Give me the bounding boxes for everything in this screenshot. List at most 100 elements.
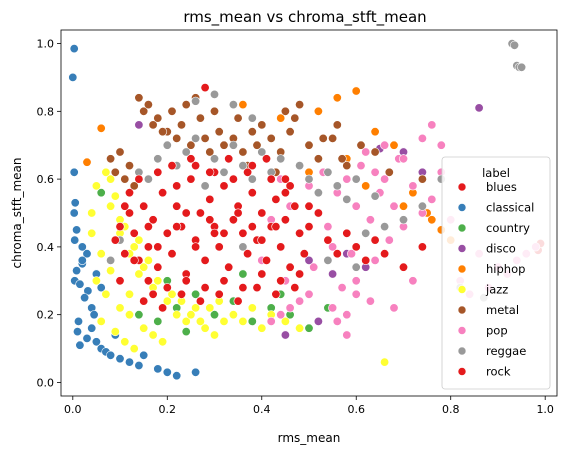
legend-frame — [441, 156, 551, 390]
data-point-rock — [224, 154, 234, 164]
data-point-reggae — [162, 140, 172, 150]
x-tick-label: 0.6 — [347, 403, 365, 416]
data-point-pop — [342, 310, 352, 320]
data-point-rock — [276, 242, 286, 252]
data-point-jazz — [96, 316, 106, 326]
data-point-classical — [125, 357, 135, 367]
data-point-pop — [309, 262, 319, 272]
data-point-metal — [219, 140, 229, 150]
data-point-rock — [370, 235, 380, 245]
data-point-reggae — [238, 242, 248, 252]
data-point-hiphop — [389, 140, 399, 150]
data-point-classical — [191, 367, 201, 377]
data-point-metal — [134, 93, 144, 103]
data-point-metal — [252, 140, 262, 150]
data-point-reggae — [191, 133, 201, 143]
y-axis: 0.0 0.2 0.4 0.6 0.8 1.0 — [37, 38, 61, 389]
data-point-jazz — [158, 337, 168, 347]
data-point-pop — [408, 181, 418, 191]
y-tick-label: 0.4 — [37, 241, 55, 254]
data-point-classical — [77, 242, 87, 252]
data-point-reggae — [210, 154, 220, 164]
legend-label-rock: rock — [486, 365, 511, 379]
legend-label-classical: classical — [486, 201, 534, 215]
data-point-rock — [172, 201, 182, 211]
x-axis-label: rms_mean — [278, 431, 341, 445]
data-point-disco — [313, 316, 323, 326]
data-point-pop — [266, 316, 276, 326]
data-point-rock — [271, 222, 281, 232]
data-point-rock — [332, 249, 342, 259]
data-point-metal — [290, 113, 300, 123]
data-point-pop — [365, 296, 375, 306]
x-axis: 0.0 0.2 0.4 0.6 0.8 1.0 — [64, 396, 554, 416]
data-point-jazz — [210, 330, 220, 340]
data-point-metal — [172, 133, 182, 143]
data-point-classical — [70, 235, 80, 245]
data-point-rock — [361, 255, 371, 265]
data-point-pop — [351, 201, 361, 211]
data-point-jazz — [257, 323, 267, 333]
data-point-rock — [129, 228, 139, 238]
data-point-reggae — [332, 181, 342, 191]
data-point-rock — [233, 296, 243, 306]
data-point-rock — [261, 154, 271, 164]
data-point-metal — [337, 154, 347, 164]
data-point-metal — [153, 113, 163, 123]
data-point-jazz — [115, 303, 125, 313]
data-point-jazz — [191, 303, 201, 313]
data-point-metal — [257, 120, 267, 130]
data-point-reggae — [361, 228, 371, 238]
data-point-metal — [266, 133, 276, 143]
legend-marker-jazz — [457, 285, 467, 294]
data-point-classical — [91, 337, 101, 347]
data-point-jazz — [380, 357, 390, 367]
data-point-disco — [280, 330, 290, 340]
data-point-rock — [257, 208, 267, 218]
data-point-rock — [280, 188, 290, 198]
data-point-reggae — [191, 96, 201, 106]
legend-marker-blues — [457, 182, 467, 192]
legend-marker-classical — [457, 203, 467, 212]
data-point-metal — [238, 147, 248, 157]
data-point-rock — [271, 194, 281, 204]
data-point-jazz — [139, 323, 149, 333]
data-point-metal — [356, 140, 366, 150]
data-point-rock — [313, 208, 323, 218]
x-tick-label: 0.8 — [442, 403, 460, 416]
data-point-rock — [290, 283, 300, 293]
data-point-metal — [313, 154, 323, 164]
data-point-pop — [285, 303, 295, 313]
data-point-classical — [72, 266, 82, 276]
data-point-metal — [295, 100, 305, 110]
data-point-rock — [162, 228, 172, 238]
data-point-classical — [82, 249, 92, 259]
data-point-classical — [70, 198, 80, 208]
data-point-rock — [125, 208, 135, 218]
legend-label-country: country — [486, 221, 530, 235]
data-point-country — [238, 269, 248, 279]
data-point-classical — [115, 354, 125, 364]
data-point-rock — [243, 167, 253, 177]
legend-marker-hiphop — [457, 264, 467, 274]
data-point-metal — [200, 133, 210, 143]
legend-title: label — [482, 166, 510, 180]
data-point-rock — [125, 188, 135, 198]
data-point-rock — [323, 235, 333, 245]
data-point-jazz — [101, 167, 111, 177]
data-point-rock — [205, 194, 215, 204]
data-point-country — [181, 327, 191, 337]
data-point-reggae — [276, 154, 286, 164]
data-point-classical — [77, 255, 87, 265]
data-point-rock — [219, 228, 229, 238]
data-point-rock — [172, 222, 182, 232]
data-point-reggae — [313, 188, 323, 198]
data-point-rock — [290, 201, 300, 211]
data-point-classical — [73, 327, 83, 337]
data-point-jazz — [96, 249, 106, 259]
data-point-metal — [318, 133, 328, 143]
data-point-rock — [153, 262, 163, 272]
data-point-hiphop — [313, 106, 323, 116]
legend-marker-disco — [457, 244, 467, 253]
data-point-rock — [342, 228, 352, 238]
